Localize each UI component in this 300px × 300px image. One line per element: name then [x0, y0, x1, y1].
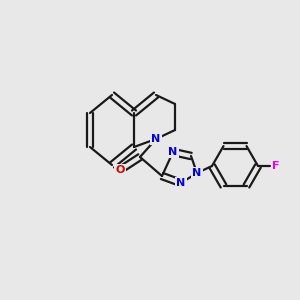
Text: N: N	[152, 134, 160, 144]
Text: N: N	[192, 168, 202, 178]
Text: N: N	[192, 168, 202, 178]
Text: N: N	[168, 147, 178, 157]
Text: O: O	[115, 165, 125, 175]
Text: N: N	[168, 147, 178, 157]
Text: N: N	[176, 178, 186, 188]
Text: F: F	[272, 161, 280, 171]
Text: N: N	[152, 134, 160, 144]
Text: N: N	[176, 178, 186, 188]
Text: O: O	[115, 165, 125, 175]
